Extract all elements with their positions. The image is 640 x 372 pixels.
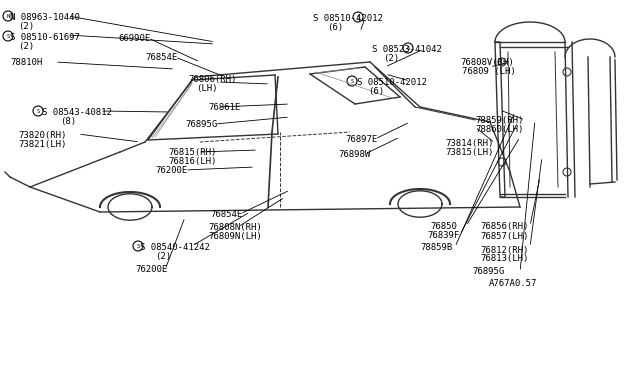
Text: 73815(LH): 73815(LH) bbox=[445, 148, 493, 157]
Text: N: N bbox=[6, 13, 10, 19]
Text: (LH): (LH) bbox=[196, 83, 218, 93]
Text: 76808N(RH): 76808N(RH) bbox=[208, 222, 262, 231]
Text: (6): (6) bbox=[327, 22, 343, 32]
Text: 76808V(RH): 76808V(RH) bbox=[460, 58, 514, 67]
Text: 76861E: 76861E bbox=[208, 103, 240, 112]
Text: 78810H: 78810H bbox=[10, 58, 42, 67]
Text: 76200E: 76200E bbox=[155, 166, 188, 174]
Text: 76839F: 76839F bbox=[427, 231, 460, 240]
Text: 76897E: 76897E bbox=[345, 135, 377, 144]
Text: S: S bbox=[356, 15, 360, 19]
Text: 76895G: 76895G bbox=[472, 267, 504, 276]
Text: (2): (2) bbox=[18, 42, 34, 51]
Text: 76856(RH): 76856(RH) bbox=[480, 221, 529, 231]
Text: S: S bbox=[6, 33, 10, 38]
Text: 73821(LH): 73821(LH) bbox=[18, 140, 67, 148]
Text: A767A0.57: A767A0.57 bbox=[489, 279, 538, 289]
Text: S 08540-41242: S 08540-41242 bbox=[140, 243, 210, 251]
Text: (6): (6) bbox=[368, 87, 384, 96]
Text: 78859B: 78859B bbox=[420, 243, 452, 251]
Text: (8): (8) bbox=[60, 116, 76, 125]
Text: 76857(LH): 76857(LH) bbox=[480, 231, 529, 241]
Text: 78860(LH): 78860(LH) bbox=[475, 125, 524, 134]
Text: S: S bbox=[36, 109, 40, 113]
Text: S 08523-41042: S 08523-41042 bbox=[372, 45, 442, 54]
Text: 76200E: 76200E bbox=[135, 266, 167, 275]
Text: (2): (2) bbox=[155, 251, 171, 260]
Text: 76806(RH): 76806(RH) bbox=[188, 74, 236, 83]
Text: S 08510-61697: S 08510-61697 bbox=[10, 32, 80, 42]
Text: S: S bbox=[136, 244, 140, 248]
Text: S: S bbox=[350, 78, 354, 83]
Text: 76809 (LH): 76809 (LH) bbox=[462, 67, 516, 76]
Text: 73820(RH): 73820(RH) bbox=[18, 131, 67, 140]
Text: 66990E: 66990E bbox=[118, 33, 150, 42]
Text: 76809N(LH): 76809N(LH) bbox=[208, 231, 262, 241]
Text: 73814(RH): 73814(RH) bbox=[445, 138, 493, 148]
Text: 76898W: 76898W bbox=[338, 150, 371, 158]
Text: 76854E: 76854E bbox=[210, 209, 243, 218]
Text: S 08543-40812: S 08543-40812 bbox=[42, 108, 112, 116]
Text: 76815(RH): 76815(RH) bbox=[168, 148, 216, 157]
Text: 76816(LH): 76816(LH) bbox=[168, 157, 216, 166]
Text: S 08510-42012: S 08510-42012 bbox=[313, 13, 383, 22]
Text: S 08510-42012: S 08510-42012 bbox=[357, 77, 427, 87]
Text: S: S bbox=[406, 45, 410, 51]
Text: 76813(LH): 76813(LH) bbox=[480, 254, 529, 263]
Text: 76812(RH): 76812(RH) bbox=[480, 246, 529, 254]
Text: 76854E: 76854E bbox=[145, 52, 177, 61]
Text: N 08963-10440: N 08963-10440 bbox=[10, 13, 80, 22]
Text: 76850: 76850 bbox=[430, 221, 457, 231]
Text: (2): (2) bbox=[18, 22, 34, 31]
Text: (2): (2) bbox=[383, 54, 399, 62]
Text: 78859(RH): 78859(RH) bbox=[475, 115, 524, 125]
Text: 76895G: 76895G bbox=[185, 119, 217, 128]
